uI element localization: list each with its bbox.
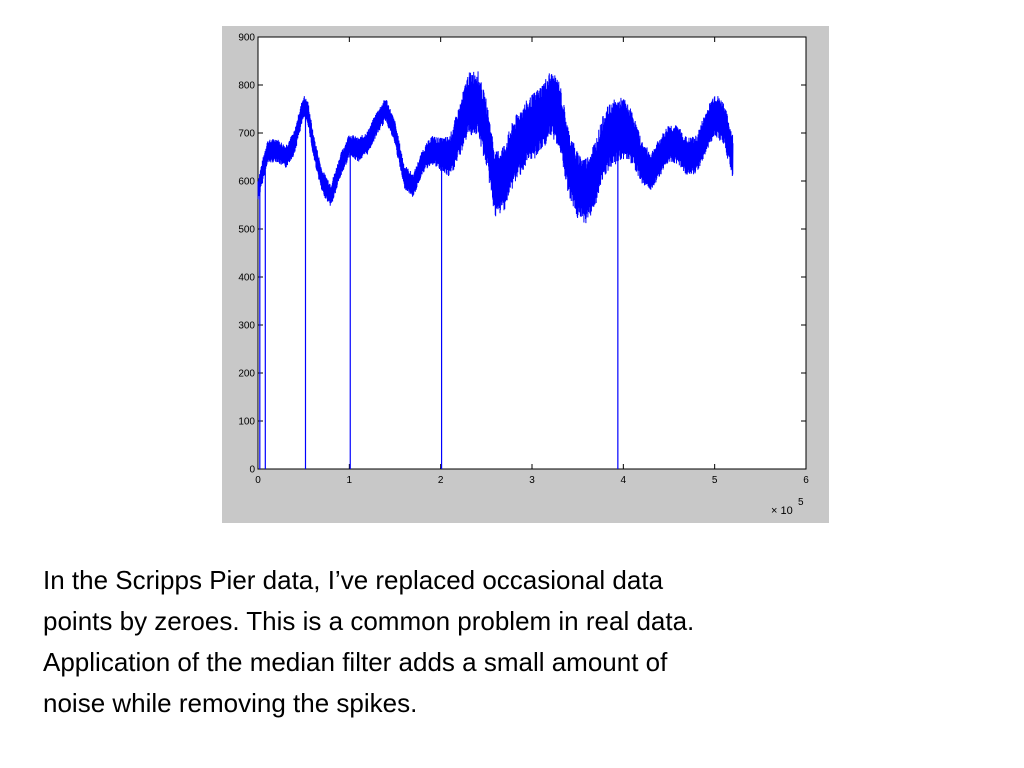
- figure-panel: 0 100 200 300 400 500 600 700 800 900 0 1 2 3 4 5 6 × 10…: [222, 26, 829, 523]
- y-tick-label: 800: [238, 81, 255, 92]
- y-tick-label: 100: [238, 417, 255, 428]
- y-tick-label: 900: [238, 33, 255, 44]
- x-multiplier-exponent: 5: [798, 497, 804, 508]
- slide-caption: In the Scripps Pier data, I’ve replaced …: [43, 560, 943, 724]
- x-tick-label: 1: [347, 475, 353, 486]
- line-chart: 0 100 200 300 400 500 600 700 800 900 0 1 2 3 4 5 6 × 10…: [238, 33, 809, 518]
- data-series: [257, 71, 734, 469]
- series-line: [257, 71, 734, 224]
- tick-marks: [257, 36, 807, 470]
- x-tick-label: 2: [438, 475, 444, 486]
- y-tick-label: 700: [238, 129, 255, 140]
- y-tick-label: 600: [238, 177, 255, 188]
- x-tick-label: 6: [803, 475, 809, 486]
- caption-line-2: points by zeroes. This is a common probl…: [43, 606, 695, 636]
- caption-line-3: Application of the median filter adds a …: [43, 647, 668, 677]
- caption-line-4: noise while removing the spikes.: [43, 688, 418, 718]
- y-tick-label: 300: [238, 321, 255, 332]
- y-tick-label: 0: [249, 465, 255, 476]
- y-tick-label: 400: [238, 273, 255, 284]
- tick-labels: 0 100 200 300 400 500 600 700 800 900 0 1 2 3 4 5 6: [238, 33, 809, 487]
- x-tick-label: 5: [712, 475, 718, 486]
- y-tick-label: 500: [238, 225, 255, 236]
- y-tick-label: 200: [238, 369, 255, 380]
- x-tick-label: 0: [255, 475, 261, 486]
- caption-line-1: In the Scripps Pier data, I’ve replaced …: [43, 565, 664, 595]
- x-tick-label: 3: [529, 475, 535, 486]
- x-multiplier-label: × 10: [771, 505, 793, 517]
- x-tick-label: 4: [621, 475, 627, 486]
